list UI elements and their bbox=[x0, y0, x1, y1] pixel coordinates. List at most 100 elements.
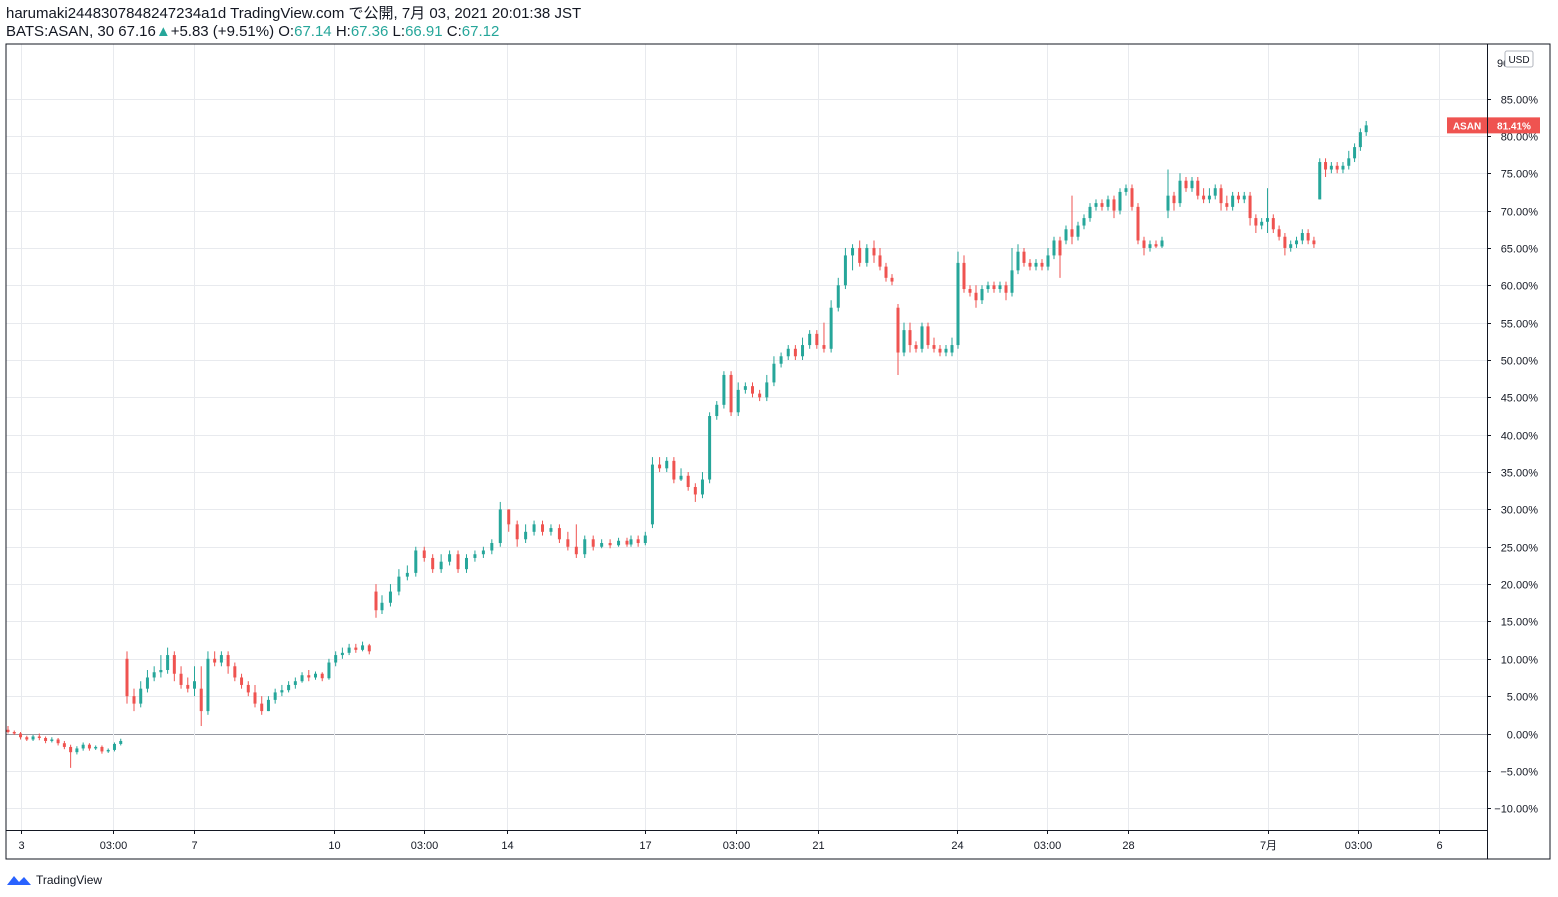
candle-body bbox=[172, 655, 176, 674]
candle bbox=[320, 672, 324, 682]
candle bbox=[186, 677, 190, 693]
currency-badge[interactable]: USD bbox=[1504, 50, 1534, 68]
x-tick-label: 28 bbox=[1122, 840, 1134, 852]
candle bbox=[1082, 214, 1086, 230]
candle bbox=[1154, 240, 1158, 248]
candle bbox=[700, 472, 704, 499]
y-tick-label: 75.00% bbox=[1501, 169, 1539, 181]
candle bbox=[81, 742, 85, 751]
candle bbox=[608, 539, 612, 549]
candle bbox=[87, 743, 91, 751]
candle bbox=[1207, 188, 1211, 204]
candle bbox=[498, 501, 502, 547]
candle bbox=[650, 457, 654, 529]
candle-body bbox=[273, 692, 277, 700]
candle-series bbox=[6, 120, 1368, 768]
candle bbox=[1306, 229, 1310, 245]
candle-body bbox=[145, 677, 149, 689]
candle-body bbox=[608, 543, 612, 546]
candle bbox=[273, 688, 277, 704]
candle bbox=[1300, 229, 1304, 245]
candle-body bbox=[1341, 165, 1345, 170]
candle-body bbox=[1265, 218, 1269, 222]
candle bbox=[729, 371, 733, 417]
candle bbox=[172, 651, 176, 682]
candle bbox=[25, 735, 29, 741]
candle bbox=[1118, 188, 1122, 215]
candle bbox=[1034, 259, 1038, 271]
candle bbox=[380, 595, 384, 614]
candle bbox=[1353, 143, 1357, 163]
candle bbox=[1064, 225, 1068, 245]
candle bbox=[125, 651, 129, 704]
candle-body bbox=[1260, 221, 1264, 226]
candle-body bbox=[293, 681, 297, 685]
candle-body bbox=[1082, 218, 1086, 226]
candle bbox=[139, 681, 143, 708]
candle-body bbox=[968, 289, 972, 293]
candle bbox=[557, 524, 561, 544]
candle bbox=[1202, 188, 1206, 204]
candle bbox=[962, 255, 966, 293]
candle bbox=[708, 412, 712, 484]
candle-body bbox=[786, 348, 790, 357]
price-axis[interactable]: −10.00% −5.00% 0.00% 5.00% 10.00% 15.00% 20.00… bbox=[1487, 95, 1538, 816]
candle bbox=[300, 672, 304, 683]
candle-body bbox=[1154, 244, 1158, 247]
candle-body bbox=[1289, 244, 1293, 248]
candle-body bbox=[507, 509, 511, 525]
candle-body bbox=[1178, 180, 1182, 204]
candle bbox=[374, 584, 378, 618]
open-value: 67.14 bbox=[294, 23, 332, 40]
candle bbox=[464, 554, 468, 573]
candle bbox=[926, 322, 930, 349]
candle bbox=[992, 281, 996, 293]
candle-body bbox=[439, 561, 443, 570]
candle-body bbox=[1248, 195, 1252, 219]
candle bbox=[765, 374, 769, 402]
candle-body bbox=[1329, 165, 1333, 170]
candle bbox=[722, 371, 726, 409]
brand-name[interactable]: TradingView bbox=[36, 873, 103, 887]
candle-body bbox=[464, 557, 468, 570]
candle-body bbox=[980, 289, 984, 301]
candle-body bbox=[884, 266, 888, 278]
candle-body bbox=[106, 749, 110, 752]
close-label: C: bbox=[446, 23, 462, 40]
candle-body bbox=[1148, 244, 1152, 248]
candle-body bbox=[246, 684, 250, 693]
candle bbox=[422, 546, 426, 562]
candle bbox=[944, 345, 948, 357]
candle-body bbox=[1312, 240, 1316, 245]
candle bbox=[340, 647, 344, 659]
candle-body bbox=[253, 692, 257, 704]
candle-body bbox=[62, 743, 66, 747]
candle bbox=[179, 666, 183, 689]
candle-body bbox=[422, 550, 426, 558]
candle-body bbox=[1358, 132, 1362, 148]
candle-body bbox=[643, 535, 647, 544]
candle-body bbox=[686, 475, 690, 487]
candle-body bbox=[19, 733, 23, 738]
candle-body bbox=[1306, 233, 1310, 241]
candle bbox=[914, 341, 918, 353]
candle bbox=[591, 535, 595, 551]
candle bbox=[1172, 191, 1176, 211]
candle bbox=[643, 531, 647, 546]
candle bbox=[829, 300, 833, 353]
y-tick-label: 10.00% bbox=[1501, 655, 1539, 667]
time-axis[interactable]: 3 03:00 7 10 03:00 14 17 03:00 21 24 03:00 28 7月 03:0… bbox=[18, 830, 1443, 852]
candle-body bbox=[490, 543, 494, 551]
candle-body bbox=[962, 262, 966, 290]
candle-body bbox=[152, 672, 156, 678]
candle bbox=[361, 641, 365, 652]
candle bbox=[490, 539, 494, 555]
publisher-line: harumaki2448307848247234a1d TradingView.… bbox=[6, 5, 582, 22]
candle bbox=[686, 472, 690, 491]
symbol-label[interactable]: BATS:ASAN, 30 bbox=[6, 23, 115, 40]
candle-body bbox=[125, 658, 129, 697]
candle bbox=[1136, 203, 1140, 245]
chart-frame bbox=[5, 43, 1551, 860]
candle bbox=[219, 651, 223, 667]
